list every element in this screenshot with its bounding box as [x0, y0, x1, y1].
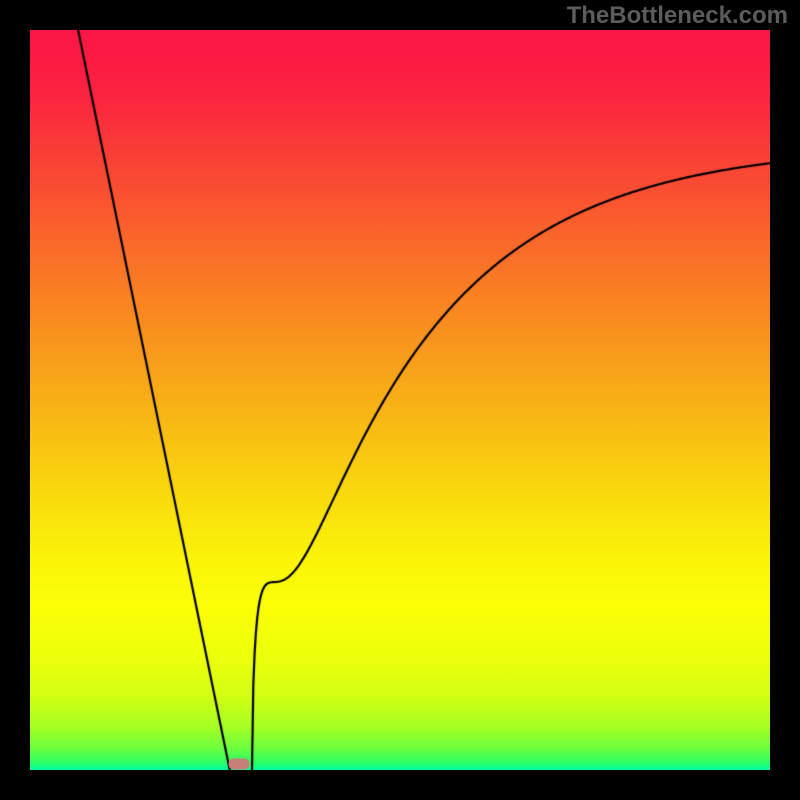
watermark-text: TheBottleneck.com — [567, 2, 788, 30]
chart-stage: TheBottleneck.com — [0, 0, 800, 800]
bottleneck-curve — [0, 0, 800, 800]
minimum-marker — [229, 759, 250, 770]
